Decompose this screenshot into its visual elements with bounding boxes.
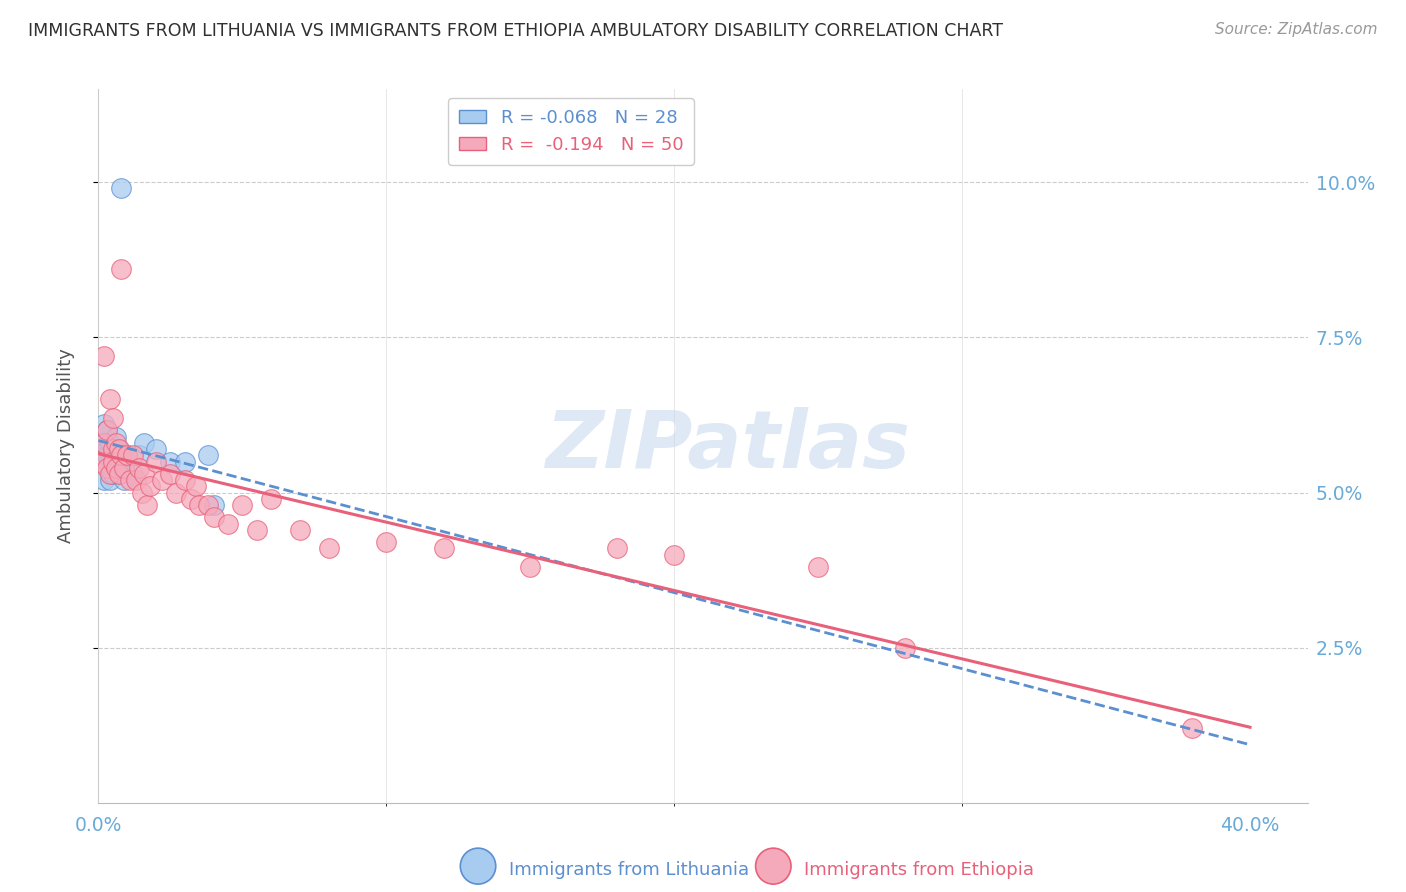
Point: [107, 442, 129, 456]
Point: [173, 473, 195, 487]
Text: Source: ZipAtlas.com: Source: ZipAtlas.com: [1215, 22, 1378, 37]
Point: [93, 436, 115, 450]
Point: [115, 448, 138, 462]
Point: [893, 640, 915, 655]
Point: [110, 181, 132, 195]
Point: [98, 467, 121, 481]
Point: [122, 467, 145, 481]
Circle shape: [460, 848, 496, 884]
Point: [93, 436, 115, 450]
Point: [96, 460, 118, 475]
Point: [318, 541, 340, 556]
Point: [104, 430, 127, 444]
Point: [110, 448, 132, 462]
Point: [231, 498, 253, 512]
Point: [107, 467, 129, 481]
Point: [165, 485, 187, 500]
Point: [90, 454, 112, 468]
Point: [122, 448, 145, 462]
Point: [134, 436, 156, 450]
Point: [159, 467, 181, 481]
Point: [112, 460, 135, 475]
Text: IMMIGRANTS FROM LITHUANIA VS IMMIGRANTS FROM ETHIOPIA AMBULATORY DISABILITY CORR: IMMIGRANTS FROM LITHUANIA VS IMMIGRANTS …: [28, 22, 1002, 40]
Point: [173, 454, 195, 468]
Point: [104, 460, 127, 475]
Point: [101, 448, 124, 462]
Point: [96, 424, 118, 438]
Point: [128, 460, 150, 475]
Point: [131, 485, 153, 500]
Point: [664, 548, 686, 562]
Point: [110, 262, 132, 277]
Point: [101, 454, 124, 468]
Text: Immigrants from Ethiopia: Immigrants from Ethiopia: [804, 861, 1035, 879]
Point: [433, 541, 456, 556]
Point: [101, 411, 124, 425]
Point: [101, 467, 124, 481]
Point: [96, 442, 118, 456]
Point: [115, 448, 138, 462]
Point: [150, 473, 173, 487]
Point: [202, 498, 225, 512]
Point: [159, 454, 181, 468]
Point: [519, 560, 541, 574]
Text: ZIPatlas: ZIPatlas: [544, 407, 910, 485]
Point: [90, 442, 112, 456]
Point: [112, 473, 135, 487]
Point: [136, 498, 159, 512]
Point: [96, 454, 118, 468]
Point: [98, 436, 121, 450]
Point: [96, 424, 118, 438]
Y-axis label: Ambulatory Disability: Ambulatory Disability: [56, 349, 75, 543]
Point: [93, 349, 115, 363]
Text: Immigrants from Lithuania: Immigrants from Lithuania: [509, 861, 749, 879]
Point: [125, 473, 148, 487]
Legend: R = -0.068   N = 28, R =  -0.194   N = 50: R = -0.068 N = 28, R = -0.194 N = 50: [449, 98, 695, 165]
Point: [202, 510, 225, 524]
Point: [197, 498, 219, 512]
Point: [98, 460, 121, 475]
Point: [288, 523, 311, 537]
Point: [188, 498, 211, 512]
Point: [107, 442, 129, 456]
Point: [375, 535, 398, 549]
Point: [145, 454, 167, 468]
Point: [93, 473, 115, 487]
Point: [145, 442, 167, 456]
Point: [93, 417, 115, 432]
Point: [128, 448, 150, 462]
Point: [197, 448, 219, 462]
Point: [104, 436, 127, 450]
Point: [120, 473, 142, 487]
Point: [260, 491, 283, 506]
Point: [217, 516, 239, 531]
Point: [606, 541, 628, 556]
Point: [134, 467, 156, 481]
Point: [112, 460, 135, 475]
Point: [139, 479, 162, 493]
Point: [246, 523, 269, 537]
Point: [98, 392, 121, 407]
Point: [98, 473, 121, 487]
Point: [186, 479, 208, 493]
Point: [807, 560, 830, 574]
Point: [104, 454, 127, 468]
Point: [180, 491, 202, 506]
Point: [1181, 722, 1204, 736]
Circle shape: [755, 848, 792, 884]
Point: [101, 442, 124, 456]
Point: [96, 448, 118, 462]
